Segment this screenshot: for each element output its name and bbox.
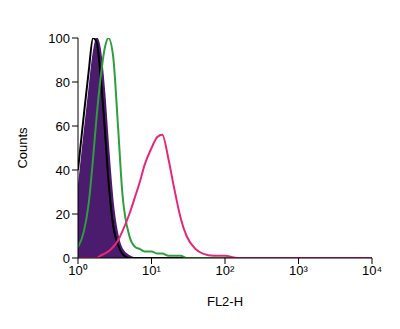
svg-text:80: 80 <box>56 75 70 90</box>
svg-text:FL2-H: FL2-H <box>207 294 243 309</box>
svg-text:10⁴: 10⁴ <box>362 263 382 278</box>
svg-text:20: 20 <box>56 207 70 222</box>
svg-text:10¹: 10¹ <box>142 263 161 278</box>
svg-text:100: 100 <box>48 31 70 46</box>
svg-text:60: 60 <box>56 119 70 134</box>
svg-text:40: 40 <box>56 163 70 178</box>
svg-text:10³: 10³ <box>289 263 308 278</box>
svg-text:10²: 10² <box>216 263 235 278</box>
svg-text:Counts: Counts <box>15 127 30 169</box>
svg-text:0: 0 <box>63 251 70 266</box>
svg-text:10⁰: 10⁰ <box>68 263 87 278</box>
